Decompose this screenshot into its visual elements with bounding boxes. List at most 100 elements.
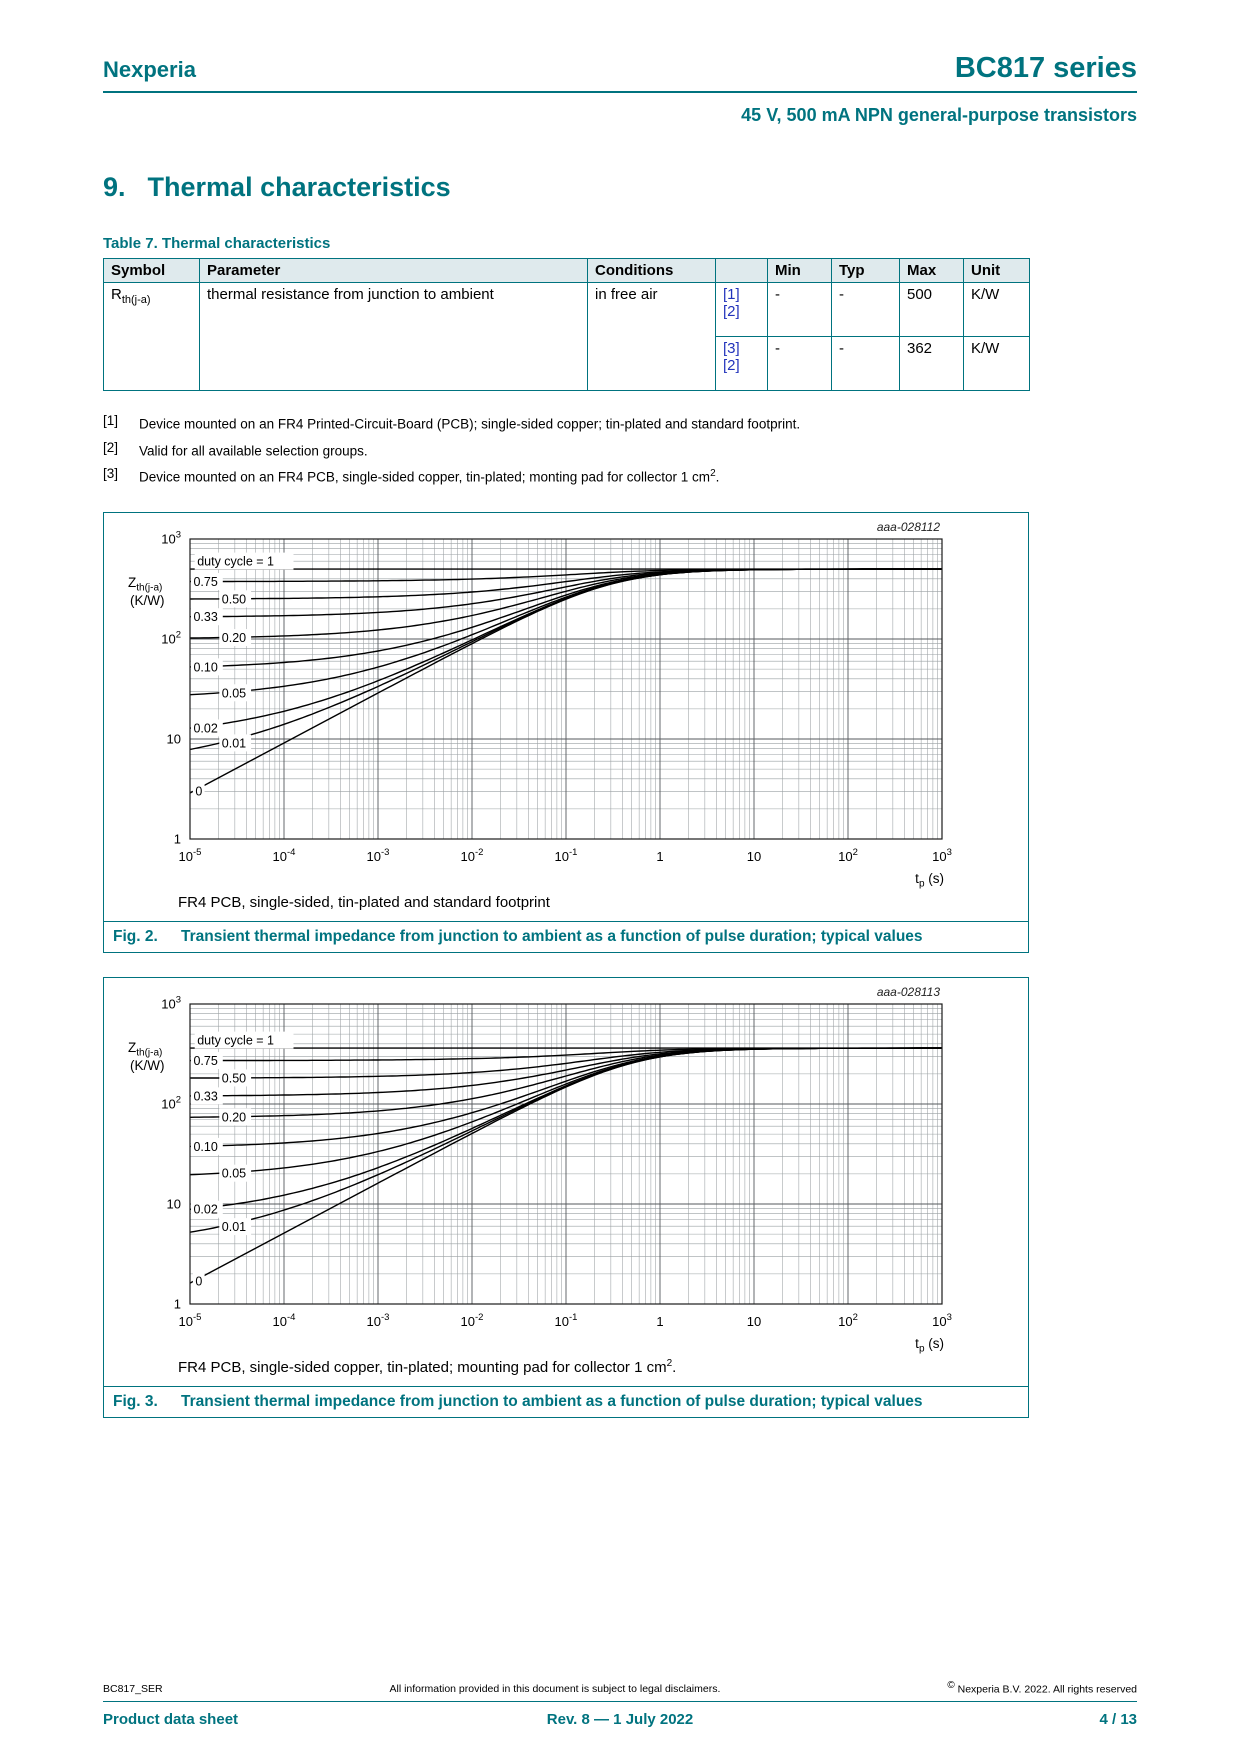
svg-text:1: 1 [174,1296,181,1311]
footer-divider [103,1701,1137,1702]
brand-logo: Nexperia [103,57,196,82]
footnote-1: [1] Device mounted on an FR4 Printed-Cir… [103,411,1137,435]
svg-text:103: 103 [161,994,181,1011]
svg-text:10-5: 10-5 [179,1312,202,1329]
refs-cell: [3] [2] [715,336,768,391]
svg-text:Zth(j-a): Zth(j-a) [128,575,162,594]
legal-disclaimer: All information provided in this documen… [389,1683,721,1695]
column-header-typ: Typ [831,258,900,283]
table-row: Rth(j-a) thermal resistance from junctio… [103,282,1030,391]
fig2-note: FR4 PCB, single-sided, tin-plated and st… [178,893,550,911]
svg-text:10: 10 [167,1196,181,1211]
column-header-refs [715,258,768,283]
svg-text:tp (s): tp (s) [915,871,944,890]
column-header-unit: Unit [963,258,1030,283]
revision-date: Rev. 8 — 1 July 2022 [546,1711,694,1728]
table-header-row: Symbol Parameter Conditions Min Typ Max … [103,258,1030,283]
page-header: Nexperia BC817 series [103,52,1137,85]
column-header-min: Min [767,258,832,283]
svg-text:0: 0 [195,784,202,798]
fig2-label: Fig. 2. [113,927,158,945]
footnote-2: [2] Valid for all available selection gr… [103,438,1137,462]
document-type: Product data sheet [103,1711,239,1728]
column-header-conditions: Conditions [587,258,716,283]
fig2-caption: Fig. 2. Transient thermal impedance from… [104,920,1028,952]
section-number: 9. [103,172,126,202]
max-cell: 362 [899,336,964,391]
footnote-ref-2[interactable]: [2] [723,303,740,320]
svg-text:duty cycle = 1: duty cycle = 1 [197,1033,274,1047]
table-caption: Table 7. Thermal characteristics [103,235,331,252]
parameter-cell: thermal resistance from junction to ambi… [199,282,588,391]
footnote-3: [3] Device mounted on an FR4 PCB, single… [103,464,1137,488]
footnote-ref-2[interactable]: [2] [723,357,740,374]
symbol-cell: Rth(j-a) [103,282,200,391]
copyright-notice: © Nexperia B.V. 2022. All rights reserve… [947,1679,1137,1696]
svg-text:duty cycle = 1: duty cycle = 1 [197,554,274,568]
fig3-title: Transient thermal impedance from junctio… [181,1392,923,1410]
svg-text:0.20: 0.20 [222,631,246,645]
footnote-text: Device mounted on an FR4 Printed-Circuit… [139,416,801,432]
svg-text:0.75: 0.75 [193,575,217,589]
footnote-ref-1[interactable]: [1] [723,286,740,303]
column-header-parameter: Parameter [199,258,588,283]
svg-text:0.33: 0.33 [193,610,217,624]
fig3-caption: Fig. 3. Transient thermal impedance from… [104,1385,1028,1417]
footnote-marker: [3] [103,466,119,481]
svg-text:10-4: 10-4 [273,847,296,864]
document-title: BC817 series [954,52,1137,84]
fig2-title: Transient thermal impedance from junctio… [181,927,923,945]
svg-text:(K/W): (K/W) [130,593,165,608]
svg-text:10-1: 10-1 [555,847,578,864]
figure-2: duty cycle = 1 0.75 0.50 0.33 0.20 0.10 0.05 0.… [103,511,1029,953]
svg-text:0.01: 0.01 [222,736,246,750]
svg-text:10-5: 10-5 [179,847,202,864]
svg-text:1: 1 [656,1314,663,1329]
svg-text:10-2: 10-2 [461,1312,484,1329]
header-divider [103,91,1137,93]
svg-text:0.05: 0.05 [222,1166,246,1180]
svg-text:1: 1 [656,849,663,864]
svg-text:0.05: 0.05 [222,686,246,700]
svg-text:103: 103 [932,847,952,864]
svg-text:102: 102 [838,847,858,864]
thermal-characteristics-table: Symbol Parameter Conditions Min Typ Max … [103,258,1030,391]
min-cell: - [767,336,832,391]
svg-text:103: 103 [932,1312,952,1329]
footnotes: [1] Device mounted on an FR4 Printed-Cir… [103,411,1137,488]
footnote-text: Valid for all available selection groups… [139,443,368,458]
svg-text:0.75: 0.75 [193,1054,217,1068]
svg-text:aaa-028112: aaa-028112 [877,520,940,534]
svg-text:102: 102 [838,1312,858,1329]
section-heading: 9. Thermal characteristics [103,172,1137,203]
svg-text:10-1: 10-1 [555,1312,578,1329]
svg-text:0.10: 0.10 [193,1139,217,1153]
document-subtitle: 45 V, 500 mA NPN general-purpose transis… [741,105,1137,125]
table-row: [3] [2] - - 362 K/W [104,336,1030,391]
svg-text:0.33: 0.33 [193,1089,217,1103]
svg-text:103: 103 [161,529,181,546]
typ-cell: - [831,336,900,391]
svg-text:tp (s): tp (s) [915,1336,944,1355]
svg-text:Zth(j-a): Zth(j-a) [128,1040,162,1059]
svg-text:0.20: 0.20 [222,1110,246,1124]
svg-text:aaa-028113: aaa-028113 [877,985,940,999]
svg-text:10-2: 10-2 [461,847,484,864]
document-id: BC817_SER [103,1683,163,1695]
svg-text:0.01: 0.01 [222,1220,246,1234]
svg-text:0.02: 0.02 [193,1202,217,1216]
footnote-marker: [1] [103,413,119,428]
footer-info-row: Product data sheet Rev. 8 — 1 July 2022 … [103,1711,1137,1728]
page-footer: BC817_SER All information provided in th… [103,1680,1137,1728]
page-number: 4 / 13 [1099,1711,1138,1728]
svg-text:0.10: 0.10 [193,660,217,674]
svg-text:10: 10 [167,731,181,746]
svg-text:(K/W): (K/W) [130,1058,165,1073]
fig3-label: Fig. 3. [113,1392,158,1410]
footnote-ref-3[interactable]: [3] [723,340,740,357]
svg-text:10: 10 [747,849,761,864]
section-title: Thermal characteristics [147,172,451,202]
svg-text:102: 102 [161,1094,181,1111]
max-cell: 500 [899,282,964,337]
footer-legal-row: BC817_SER All information provided in th… [103,1680,1137,1696]
